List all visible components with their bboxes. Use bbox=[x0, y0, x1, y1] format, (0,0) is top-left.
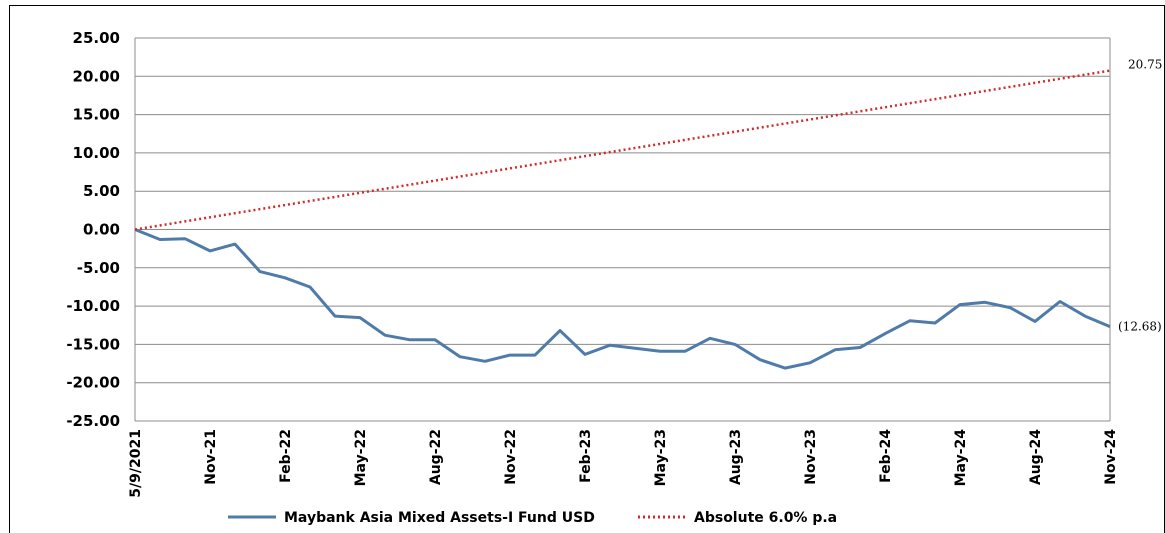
y-tick-label: -20.00 bbox=[66, 374, 120, 392]
series-line-absolute bbox=[134, 69, 1111, 231]
series-lines bbox=[134, 69, 1111, 370]
x-tick-label: Feb-22 bbox=[278, 429, 294, 483]
y-tick-label: 5.00 bbox=[83, 182, 120, 200]
x-tick-label: Nov-24 bbox=[1103, 429, 1119, 485]
x-tick-label: Aug-23 bbox=[728, 429, 744, 485]
y-tick-label: 15.00 bbox=[73, 106, 120, 124]
x-tick-label: Nov-23 bbox=[803, 429, 819, 485]
x-tick-label: Aug-22 bbox=[428, 429, 444, 485]
x-tick-label: Nov-21 bbox=[203, 429, 219, 485]
y-tick-label: -15.00 bbox=[66, 335, 120, 353]
grid-lines bbox=[135, 37, 1110, 422]
y-tick-label: -25.00 bbox=[66, 412, 120, 430]
series-line-fund bbox=[134, 228, 1111, 370]
x-tick-label: 5/9/2021 bbox=[128, 429, 144, 498]
y-axis-tick-labels: 25.00 20.00 15.00 10.00 5.00 0.00 -5.00 -10.00 -… bbox=[66, 29, 120, 430]
x-tick-label: Nov-22 bbox=[503, 429, 519, 485]
x-tick-label: May-24 bbox=[953, 429, 969, 487]
x-axis-tick-labels: 5/9/2021 Nov-21 Feb-22 May-22 Aug-22 Nov-22 Fe… bbox=[128, 429, 1119, 498]
y-tick-label: 10.00 bbox=[73, 144, 120, 162]
x-tick-label: Feb-24 bbox=[878, 429, 894, 483]
y-tick-label: -5.00 bbox=[77, 259, 120, 277]
legend: Maybank Asia Mixed Assets-I Fund USD Abs… bbox=[228, 510, 837, 526]
fund-end-label: (12.68) bbox=[1118, 320, 1162, 334]
legend-label-fund: Maybank Asia Mixed Assets-I Fund USD bbox=[284, 510, 595, 526]
y-tick-label: 0.00 bbox=[83, 221, 120, 239]
y-tick-label: 25.00 bbox=[73, 29, 120, 47]
y-tick-label: -10.00 bbox=[66, 297, 120, 315]
legend-label-absolute: Absolute 6.0% p.a bbox=[694, 510, 837, 526]
end-labels: (12.68) 20.75 bbox=[1118, 58, 1162, 334]
x-tick-label: Feb-23 bbox=[578, 429, 594, 483]
x-tick-label: May-23 bbox=[653, 429, 669, 486]
y-tick-label: 20.00 bbox=[73, 67, 120, 85]
absolute-end-label: 20.75 bbox=[1128, 58, 1162, 72]
x-tick-label: Aug-24 bbox=[1028, 429, 1044, 485]
x-tick-label: May-22 bbox=[353, 429, 369, 486]
